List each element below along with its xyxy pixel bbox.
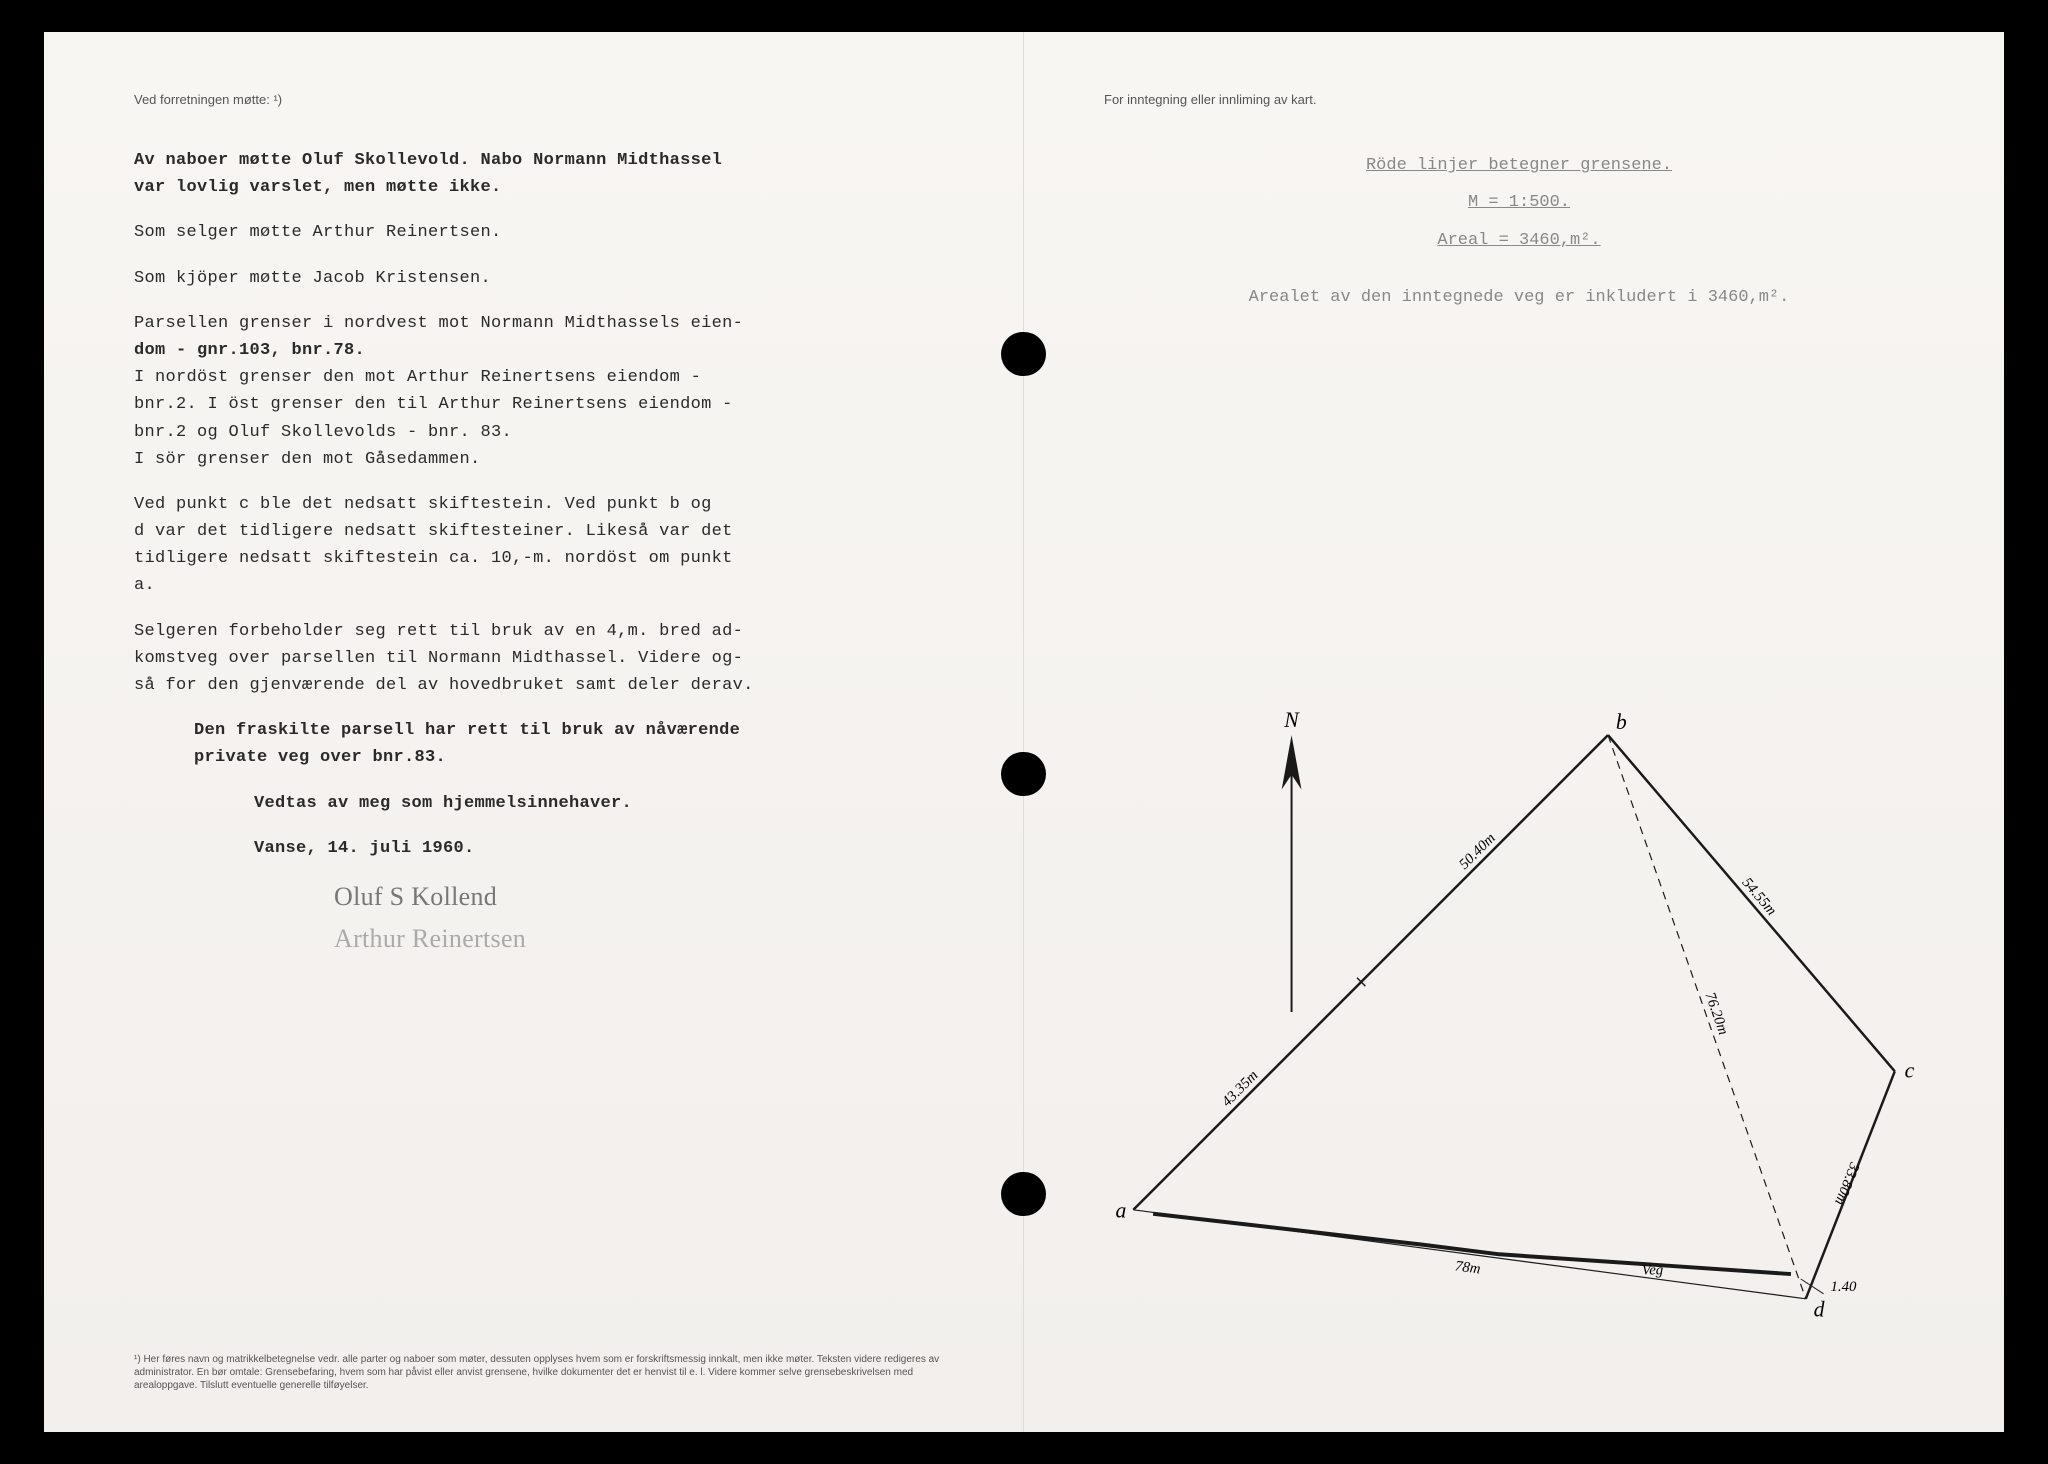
text-line: Parsellen grenser i nordvest mot Normann…: [134, 314, 743, 333]
parcel-svg: N43.35m50.40m54.55m33.80m78mVeg76.20m1.4…: [1074, 652, 1964, 1372]
svg-text:c: c: [1905, 1058, 1915, 1082]
text-line: bnr.2. I öst grenser den til Arthur Rein…: [134, 395, 733, 414]
svg-text:78m: 78m: [1454, 1258, 1482, 1277]
text-line: var lovlig varslet, men møtte ikke.: [134, 178, 502, 197]
parcel-diagram: N43.35m50.40m54.55m33.80m78mVeg76.20m1.4…: [1074, 652, 1964, 1372]
caption-line: M = 1:500.: [1104, 184, 1934, 221]
svg-text:b: b: [1616, 710, 1627, 734]
signature-2: Arthur Reinertsen: [334, 922, 953, 956]
document-spread: Ved forretningen møtte: ¹) Av naboer møt…: [44, 32, 2004, 1432]
text-line: a.: [134, 576, 155, 595]
svg-text:d: d: [1814, 1298, 1825, 1322]
document-body: Av naboer møtte Oluf Skollevold. Nabo No…: [134, 147, 953, 956]
text-line: Som kjöper møtte Jacob Kristensen.: [134, 265, 953, 292]
svg-text:1.40: 1.40: [1831, 1279, 1858, 1295]
text-line: Ved punkt c ble det nedsatt skiftestein.…: [134, 495, 712, 514]
map-caption: Röde linjer betegner grensene. M = 1:500…: [1104, 147, 1934, 317]
left-page: Ved forretningen møtte: ¹) Av naboer møt…: [44, 32, 1024, 1432]
svg-text:33.80m: 33.80m: [1831, 1159, 1862, 1207]
binding-hole: [1002, 332, 1046, 376]
caption-line: Röde linjer betegner grensene.: [1104, 147, 1934, 184]
left-form-header: Ved forretningen møtte: ¹): [134, 92, 953, 107]
text-line: I nordöst grenser den mot Arthur Reinert…: [134, 368, 701, 387]
text-line: bnr.2 og Oluf Skollevolds - bnr. 83.: [134, 423, 512, 442]
svg-text:Veg: Veg: [1642, 1263, 1663, 1279]
text-line: I sör grenser den mot Gåsedammen.: [134, 450, 481, 469]
text-line: Vanse, 14. juli 1960.: [254, 835, 953, 862]
right-page: For inntegning eller innliming av kart. …: [1024, 32, 2004, 1432]
text-line: komstveg over parsellen til Normann Midt…: [134, 649, 743, 668]
text-line: tidligere nedsatt skiftestein ca. 10,-m.…: [134, 549, 733, 568]
footnote: ¹) Her føres navn og matrikkelbetegnelse…: [134, 1353, 953, 1392]
right-form-header: For inntegning eller innliming av kart.: [1104, 92, 1934, 107]
text-line: Den fraskilte parsell har rett til bruk …: [194, 721, 740, 740]
svg-text:a: a: [1116, 1199, 1127, 1223]
signature-1: Oluf S Kollend: [334, 880, 953, 914]
text-line: d var det tidligere nedsatt skiftesteine…: [134, 522, 733, 541]
text-line: Som selger møtte Arthur Reinertsen.: [134, 219, 953, 246]
caption-line: Areal = 3460,m².: [1104, 222, 1934, 259]
text-line: dom - gnr.103, bnr.78.: [134, 341, 365, 360]
text-line: private veg over bnr.83.: [194, 748, 446, 767]
binding-hole: [1002, 752, 1046, 796]
text-line: Selgeren forbeholder seg rett til bruk a…: [134, 622, 743, 641]
caption-line: Arealet av den inntegnede veg er inklude…: [1104, 279, 1934, 316]
binding-hole: [1002, 1172, 1046, 1216]
text-line: Av naboer møtte Oluf Skollevold. Nabo No…: [134, 151, 722, 170]
svg-text:N: N: [1283, 708, 1300, 732]
text-line: Vedtas av meg som hjemmelsinnehaver.: [254, 790, 953, 817]
text-line: så for den gjenværende del av hovedbruke…: [134, 676, 754, 695]
